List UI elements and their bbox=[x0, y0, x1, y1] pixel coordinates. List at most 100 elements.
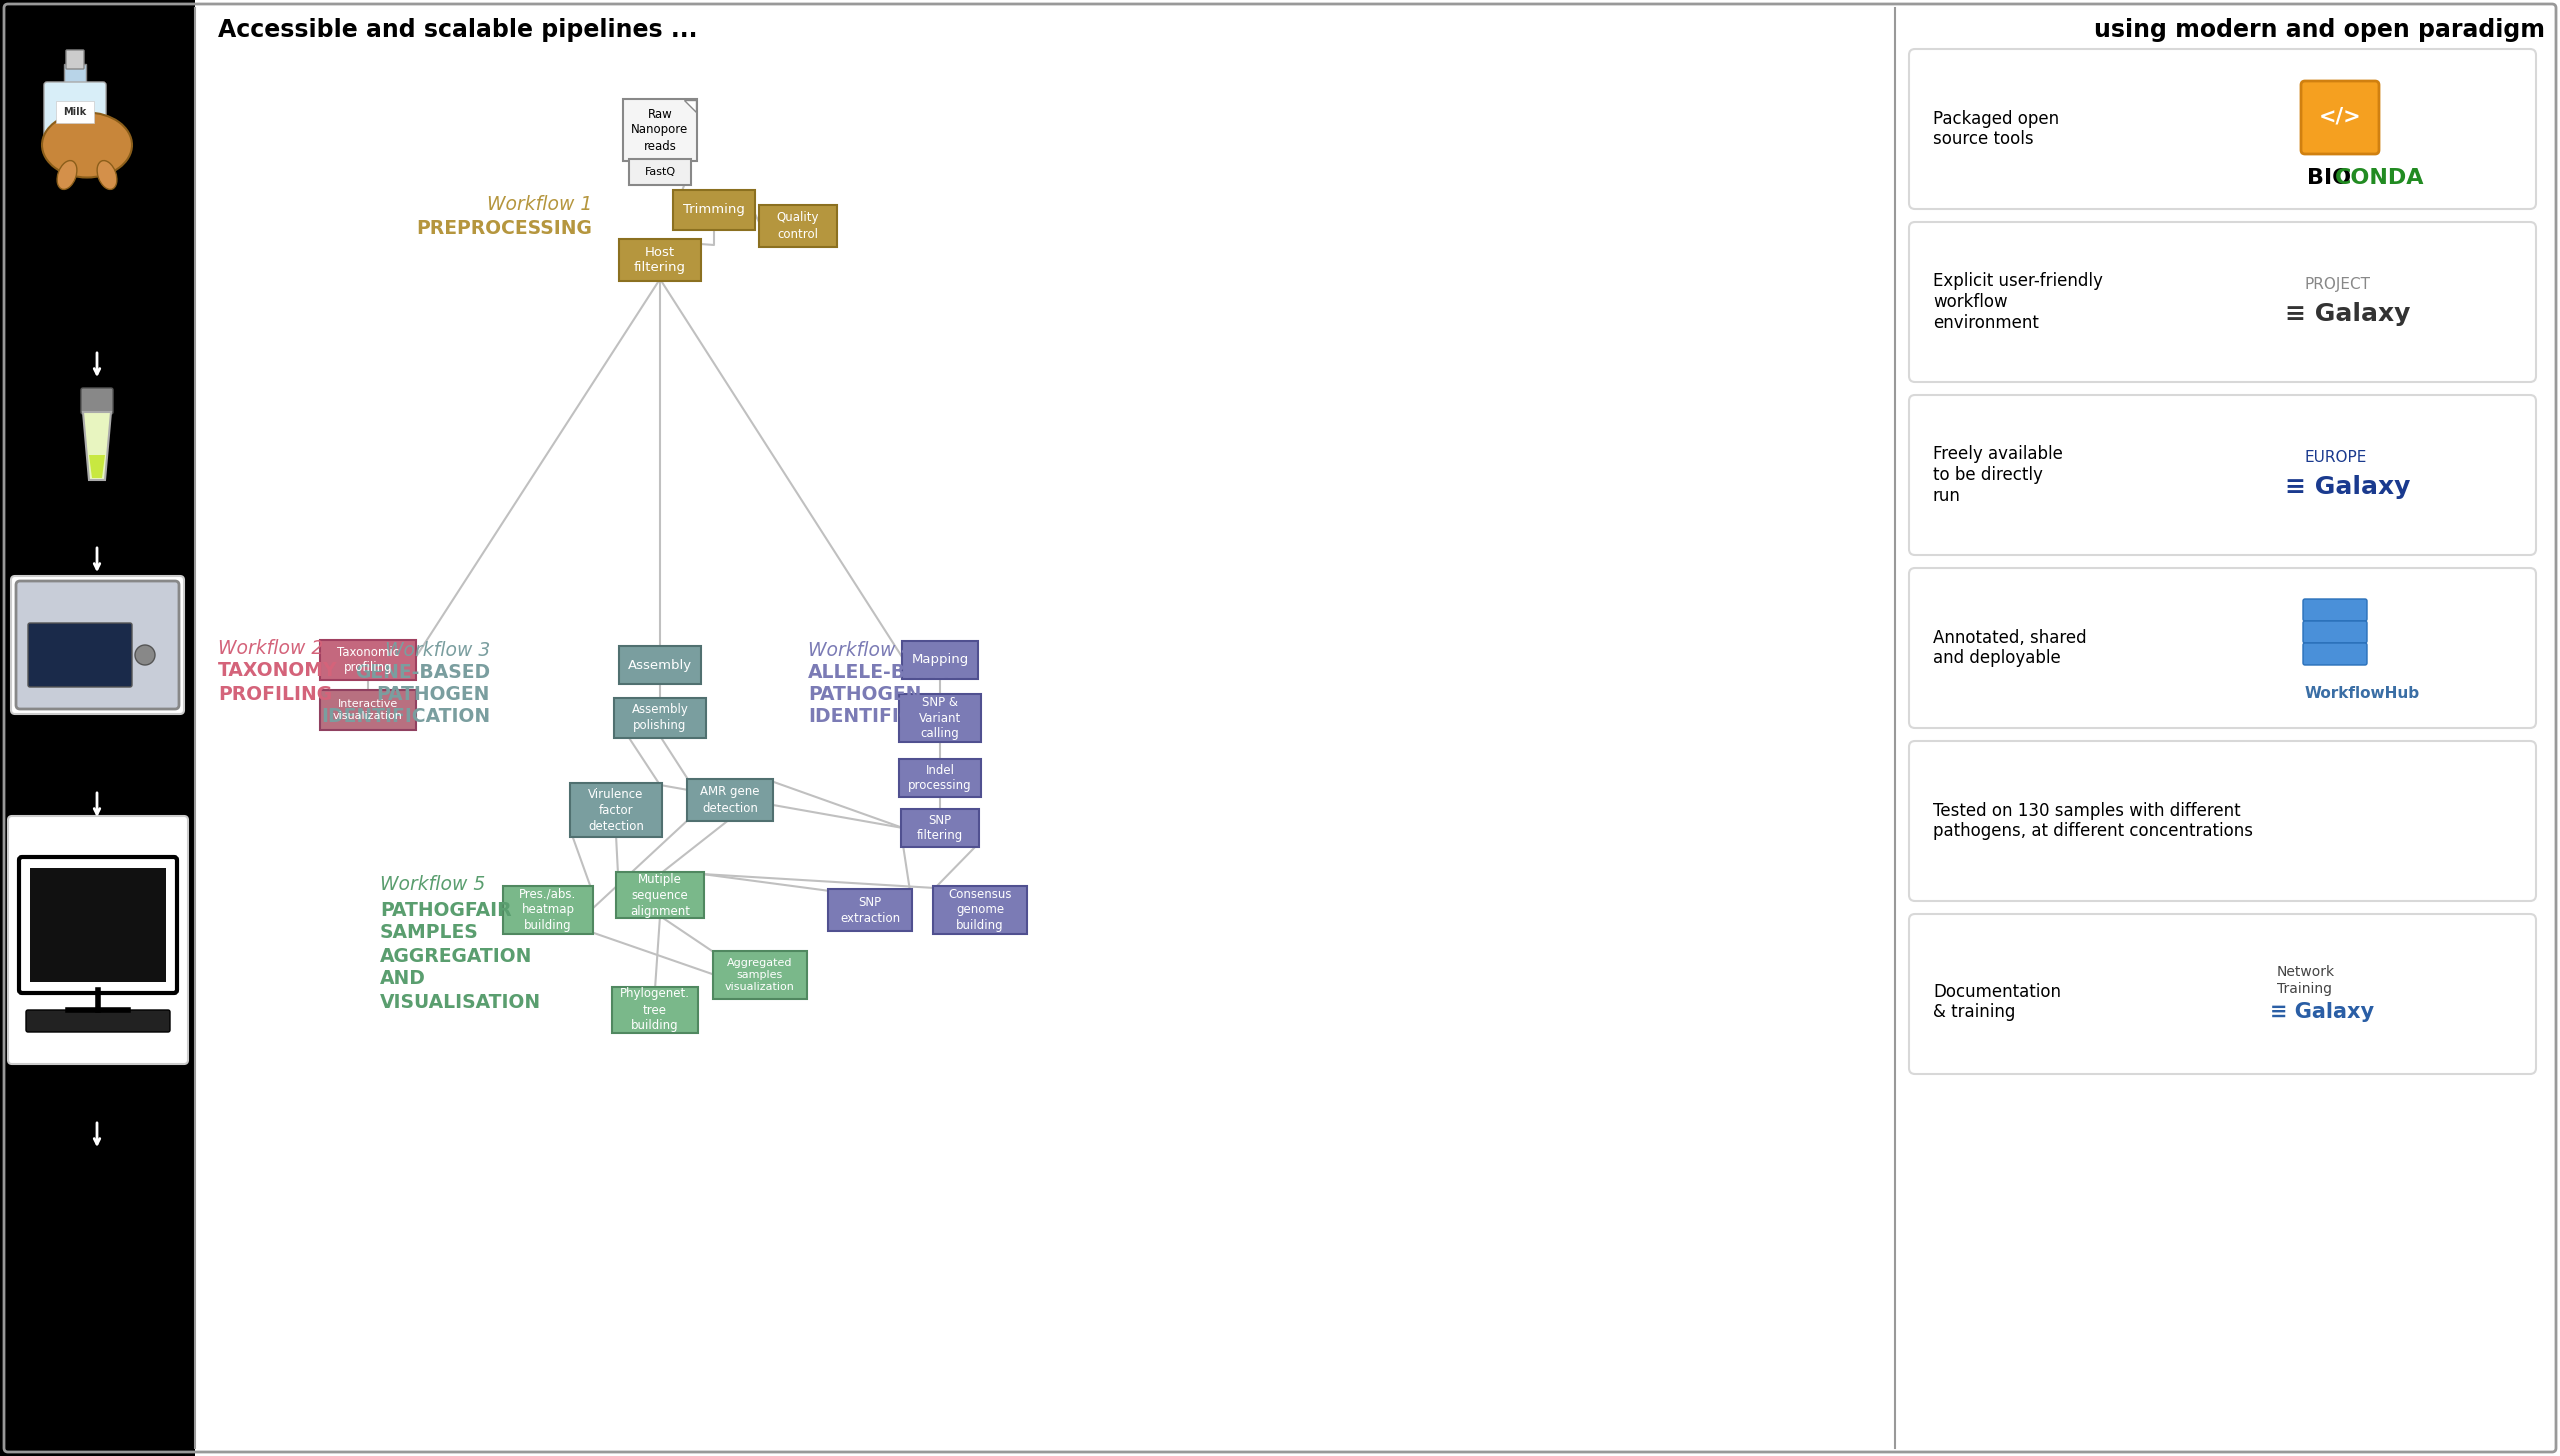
Text: Trimming: Trimming bbox=[684, 204, 745, 217]
FancyBboxPatch shape bbox=[612, 987, 699, 1032]
FancyBboxPatch shape bbox=[320, 641, 415, 680]
Polygon shape bbox=[82, 412, 110, 480]
FancyBboxPatch shape bbox=[8, 815, 187, 1064]
Text: Host
filtering: Host filtering bbox=[635, 246, 686, 275]
Text: Freely available
to be directly
run: Freely available to be directly run bbox=[1933, 446, 2063, 505]
Text: AMR gene
detection: AMR gene detection bbox=[701, 785, 760, 814]
Text: Taxonomic
profiling: Taxonomic profiling bbox=[338, 645, 399, 674]
Text: Phylogenet.
tree
building: Phylogenet. tree building bbox=[620, 987, 691, 1032]
Text: ≡ Galaxy: ≡ Galaxy bbox=[2271, 1002, 2373, 1022]
FancyBboxPatch shape bbox=[1894, 0, 2560, 1456]
FancyBboxPatch shape bbox=[1910, 221, 2537, 381]
Text: Packaged open
source tools: Packaged open source tools bbox=[1933, 109, 2058, 149]
Text: Milk: Milk bbox=[64, 106, 87, 116]
FancyBboxPatch shape bbox=[64, 64, 87, 86]
FancyBboxPatch shape bbox=[827, 890, 911, 930]
Text: Interactive
visualization: Interactive visualization bbox=[333, 699, 402, 721]
Text: GENE-BASED: GENE-BASED bbox=[356, 662, 489, 681]
FancyBboxPatch shape bbox=[1910, 395, 2537, 555]
Text: Aggregated
samples
visualization: Aggregated samples visualization bbox=[724, 958, 796, 993]
FancyBboxPatch shape bbox=[26, 1010, 169, 1032]
FancyBboxPatch shape bbox=[18, 858, 177, 993]
Text: Workflow 5: Workflow 5 bbox=[379, 875, 486, 894]
Text: Workflow 3: Workflow 3 bbox=[384, 641, 489, 660]
FancyBboxPatch shape bbox=[1910, 50, 2537, 210]
Text: PATHOGFAIR: PATHOGFAIR bbox=[379, 900, 512, 920]
Text: ≡ Galaxy: ≡ Galaxy bbox=[2286, 301, 2412, 326]
Text: Documentation
& training: Documentation & training bbox=[1933, 983, 2061, 1022]
Text: FastQ: FastQ bbox=[645, 167, 676, 178]
Text: Workflow 2: Workflow 2 bbox=[218, 639, 323, 658]
FancyBboxPatch shape bbox=[620, 646, 701, 684]
Text: IDENTIFICATION: IDENTIFICATION bbox=[809, 706, 978, 725]
Ellipse shape bbox=[41, 112, 133, 178]
FancyBboxPatch shape bbox=[67, 50, 84, 68]
Text: SAMPLES: SAMPLES bbox=[379, 923, 479, 942]
Text: Assembly: Assembly bbox=[627, 658, 691, 671]
Text: PREPROCESSING: PREPROCESSING bbox=[417, 218, 591, 237]
FancyBboxPatch shape bbox=[320, 690, 415, 729]
Text: EUROPE: EUROPE bbox=[2304, 450, 2368, 464]
FancyBboxPatch shape bbox=[0, 0, 195, 1456]
FancyBboxPatch shape bbox=[2304, 598, 2368, 622]
FancyBboxPatch shape bbox=[2304, 644, 2368, 665]
FancyBboxPatch shape bbox=[1910, 741, 2537, 901]
FancyBboxPatch shape bbox=[15, 581, 179, 709]
FancyBboxPatch shape bbox=[620, 239, 701, 281]
Text: Training: Training bbox=[2276, 981, 2332, 996]
Polygon shape bbox=[90, 454, 105, 478]
Text: IDENTIFICATION: IDENTIFICATION bbox=[320, 706, 489, 725]
Text: PROJECT: PROJECT bbox=[2304, 277, 2371, 291]
FancyBboxPatch shape bbox=[622, 99, 696, 162]
Text: Raw
Nanopore
reads: Raw Nanopore reads bbox=[632, 108, 689, 153]
Text: AND: AND bbox=[379, 970, 425, 989]
FancyBboxPatch shape bbox=[630, 159, 691, 185]
Text: AGGREGATION: AGGREGATION bbox=[379, 946, 532, 965]
FancyBboxPatch shape bbox=[2301, 82, 2378, 154]
FancyBboxPatch shape bbox=[714, 951, 806, 999]
Text: PATHOGEN: PATHOGEN bbox=[376, 684, 489, 703]
FancyBboxPatch shape bbox=[44, 82, 105, 138]
FancyBboxPatch shape bbox=[901, 810, 978, 847]
FancyBboxPatch shape bbox=[673, 189, 755, 230]
Text: Annotated, shared
and deployable: Annotated, shared and deployable bbox=[1933, 629, 2086, 667]
Text: Tested on 130 samples with different
pathogens, at different concentrations: Tested on 130 samples with different pat… bbox=[1933, 802, 2253, 840]
Text: Consensus
genome
building: Consensus genome building bbox=[947, 888, 1011, 932]
FancyBboxPatch shape bbox=[686, 779, 773, 821]
FancyBboxPatch shape bbox=[614, 697, 707, 738]
Text: Virulence
factor
detection: Virulence factor detection bbox=[589, 788, 645, 833]
Text: using modern and open paradigm: using modern and open paradigm bbox=[2094, 17, 2545, 42]
Ellipse shape bbox=[97, 160, 118, 189]
FancyBboxPatch shape bbox=[1910, 914, 2537, 1075]
Text: Workflow 1: Workflow 1 bbox=[486, 195, 591, 214]
Ellipse shape bbox=[56, 160, 77, 189]
Text: ≡ Galaxy: ≡ Galaxy bbox=[2286, 475, 2412, 499]
FancyBboxPatch shape bbox=[195, 0, 1894, 1456]
Text: PATHOGEN: PATHOGEN bbox=[809, 684, 922, 703]
Text: ALLELE-BASED: ALLELE-BASED bbox=[809, 662, 963, 681]
Text: Pres./abs.
heatmap
building: Pres./abs. heatmap building bbox=[520, 888, 576, 932]
Text: PROFILING: PROFILING bbox=[218, 684, 333, 703]
FancyBboxPatch shape bbox=[28, 623, 133, 687]
FancyBboxPatch shape bbox=[617, 872, 704, 917]
FancyBboxPatch shape bbox=[31, 868, 166, 981]
Text: SNP &
Variant
calling: SNP & Variant calling bbox=[919, 696, 960, 741]
FancyBboxPatch shape bbox=[1910, 568, 2537, 728]
Text: VISUALISATION: VISUALISATION bbox=[379, 993, 540, 1012]
Text: Explicit user-friendly
workflow
environment: Explicit user-friendly workflow environm… bbox=[1933, 272, 2102, 332]
FancyBboxPatch shape bbox=[82, 387, 113, 414]
Polygon shape bbox=[684, 100, 696, 112]
Text: Mutiple
sequence
alignment: Mutiple sequence alignment bbox=[630, 872, 691, 917]
FancyBboxPatch shape bbox=[932, 887, 1027, 933]
FancyBboxPatch shape bbox=[571, 783, 663, 837]
Text: Assembly
polishing: Assembly polishing bbox=[632, 703, 689, 732]
Text: SNP
filtering: SNP filtering bbox=[916, 814, 963, 843]
FancyBboxPatch shape bbox=[901, 641, 978, 678]
FancyBboxPatch shape bbox=[899, 695, 980, 743]
Text: </>: </> bbox=[2319, 106, 2360, 127]
Text: CONDA: CONDA bbox=[2335, 167, 2424, 188]
Text: SNP
extraction: SNP extraction bbox=[840, 895, 901, 925]
FancyBboxPatch shape bbox=[899, 759, 980, 796]
Text: Indel
processing: Indel processing bbox=[909, 763, 973, 792]
FancyBboxPatch shape bbox=[56, 100, 95, 122]
